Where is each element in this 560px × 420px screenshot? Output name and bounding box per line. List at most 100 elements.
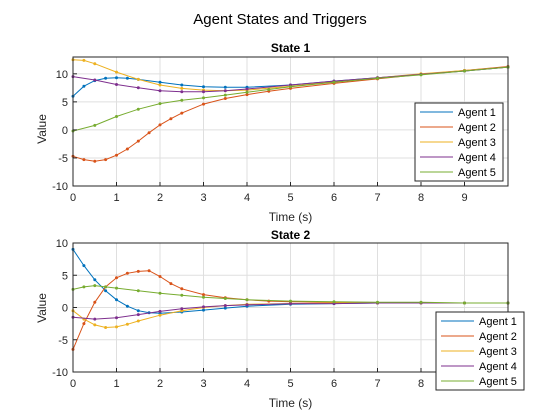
x-tick-label: 6 <box>331 192 337 204</box>
subplot-state-2: State 2 Time (s) Value 0123456789-10-505… <box>35 228 525 410</box>
x-tick-label: 1 <box>113 378 119 390</box>
trigger-marker <box>136 309 140 313</box>
trigger-marker <box>82 158 86 162</box>
trigger-marker <box>180 293 184 297</box>
trigger-marker <box>82 322 86 326</box>
subplot-title: State 1 <box>271 41 311 55</box>
x-tick-label: 1 <box>113 192 119 204</box>
trigger-marker <box>115 298 118 302</box>
trigger-marker <box>180 98 184 102</box>
y-axis-label: Value <box>35 293 49 323</box>
trigger-marker <box>125 76 129 80</box>
trigger-marker <box>223 93 227 97</box>
trigger-marker <box>202 102 205 106</box>
legend-label: Agent 2 <box>458 122 496 134</box>
trigger-marker <box>202 293 205 297</box>
trigger-marker <box>202 295 205 299</box>
trigger-marker <box>289 302 292 306</box>
x-tick-label: 3 <box>200 378 206 390</box>
y-tick-label: 5 <box>62 270 68 282</box>
legend: Agent 1 Agent 2 Agent 3 Agent 4 Agent 5 <box>414 102 504 182</box>
trigger-marker <box>158 89 162 93</box>
trigger-marker <box>376 76 379 80</box>
legend-label: Agent 1 <box>479 316 517 328</box>
y-tick-label: 0 <box>62 303 68 315</box>
figure-title: Agent States and Triggers <box>193 11 366 28</box>
trigger-marker <box>158 123 162 127</box>
trigger-marker <box>93 317 97 321</box>
x-tick-label: 8 <box>418 192 424 204</box>
x-tick-label: 0 <box>70 378 76 390</box>
trigger-marker <box>158 291 162 295</box>
trigger-marker <box>115 76 118 80</box>
legend-box <box>435 311 525 391</box>
legend-label: Agent 1 <box>458 107 496 119</box>
trigger-marker <box>115 83 118 86</box>
trigger-marker <box>125 304 129 308</box>
x-tick-label: 2 <box>157 192 163 204</box>
trigger-marker <box>125 147 129 151</box>
trigger-marker <box>463 301 466 305</box>
x-tick-label: 5 <box>287 192 293 204</box>
trigger-marker <box>419 300 423 304</box>
trigger-marker <box>158 313 162 317</box>
trigger-marker <box>245 303 249 307</box>
trigger-marker <box>463 69 466 73</box>
y-tick-label: 10 <box>56 69 68 81</box>
trigger-marker <box>202 305 205 309</box>
trigger-marker <box>158 275 162 278</box>
trigger-marker <box>289 85 292 89</box>
subplot-state-1: State 1 Time (s) Value 0 1 2 3 4 5 6 7 8 9 -10 -5 0 5… <box>35 41 510 224</box>
legend-label: Agent 2 <box>479 331 517 343</box>
trigger-marker <box>158 309 162 313</box>
series-line <box>72 66 509 132</box>
trigger-marker <box>202 90 205 94</box>
trigger-marker <box>136 289 140 293</box>
trigger-marker <box>245 298 249 302</box>
x-tick-label: 9 <box>461 192 467 204</box>
trigger-marker <box>332 300 336 304</box>
trigger-marker <box>104 76 108 80</box>
x-tick-label: 3 <box>200 192 206 204</box>
y-axis-label: Value <box>35 114 49 144</box>
x-axis-label: Time (s) <box>269 210 313 224</box>
legend-label: Agent 4 <box>479 361 517 373</box>
x-tick-label: 4 <box>244 378 250 390</box>
trigger-marker <box>180 287 184 291</box>
trigger-marker <box>125 322 129 326</box>
trigger-marker <box>223 89 227 93</box>
trigger-marker <box>136 139 140 143</box>
trigger-marker <box>82 84 86 88</box>
x-tick-label: 5 <box>287 378 293 390</box>
y-tick-label: -10 <box>52 367 68 379</box>
trigger-marker <box>223 306 227 310</box>
legend-label: Agent 3 <box>479 346 517 358</box>
subplot-title: State 2 <box>271 228 311 242</box>
x-tick-label: 2 <box>157 378 163 390</box>
y-tick-label: -5 <box>58 335 68 347</box>
x-tick-label: 4 <box>244 192 250 204</box>
y-tick-label: 5 <box>62 97 68 109</box>
trigger-marker <box>82 264 86 268</box>
trigger-marker <box>180 83 184 87</box>
trigger-marker <box>267 88 271 91</box>
trigger-marker <box>82 58 86 62</box>
trigger-marker <box>93 123 97 127</box>
trigger-marker <box>93 284 97 288</box>
x-tick-label: 7 <box>374 192 380 204</box>
trigger-marker <box>104 285 108 289</box>
trigger-marker <box>104 289 108 293</box>
trigger-marker <box>180 111 184 115</box>
trigger-marker <box>223 304 227 308</box>
trigger-marker <box>125 271 129 275</box>
trigger-marker <box>158 102 162 106</box>
x-axis-label: Time (s) <box>269 396 313 410</box>
trigger-marker <box>115 153 118 157</box>
trigger-marker <box>136 269 140 273</box>
trigger-marker <box>115 115 118 118</box>
trigger-marker <box>202 96 205 100</box>
trigger-marker <box>93 300 97 304</box>
legend-label: Agent 5 <box>479 376 517 388</box>
x-tick-label: 8 <box>418 378 424 390</box>
